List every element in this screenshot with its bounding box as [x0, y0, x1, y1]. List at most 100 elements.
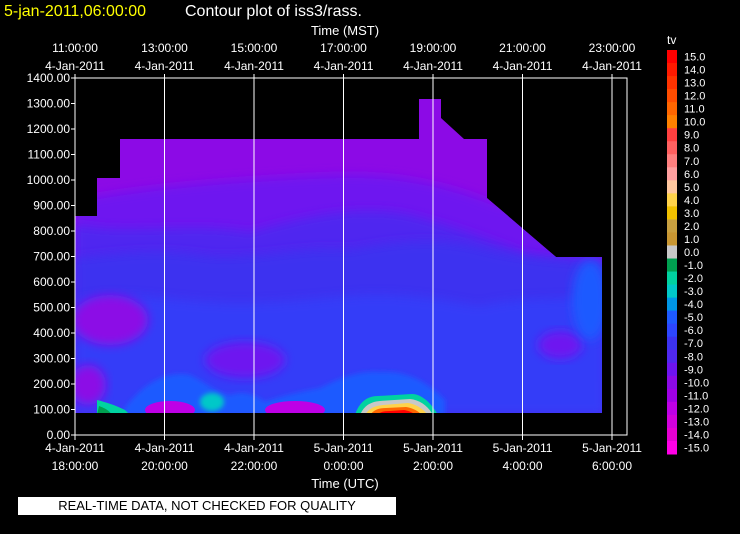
contour-blob-magenta-1	[145, 401, 195, 413]
colorbar-level-label: 15.0	[684, 52, 705, 64]
colorbar-level-label: -10.0	[684, 377, 709, 389]
colorbar-swatch	[667, 258, 677, 273]
bottom-tick-time: 18:00:00	[52, 459, 99, 473]
y-tick-label: 100.00	[33, 403, 70, 417]
colorbar-level-label: -1.0	[684, 260, 703, 272]
colorbar-label: tv	[667, 33, 676, 47]
colorbar-level-label: 2.0	[684, 221, 699, 233]
contour-blob-magenta-2	[265, 401, 325, 413]
bottom-tick-time: 2:00:00	[413, 459, 453, 473]
contour-blob-purple-left2	[75, 365, 106, 405]
timestamp: 5-jan-2011,06:00:00	[4, 3, 146, 20]
colorbar-level-label: -14.0	[684, 429, 709, 441]
colorbar-swatch	[667, 388, 677, 403]
bottom-tick-date: 5-Jan-2011	[493, 441, 553, 455]
top-tick-date: 4-Jan-2011	[403, 59, 463, 73]
top-tick-time: 15:00:00	[231, 41, 278, 55]
colorbar-swatch	[667, 154, 677, 168]
colorbar-level-label: 4.0	[684, 195, 699, 207]
colorbar-swatch	[667, 63, 677, 77]
colorbar-level-label: -9.0	[684, 364, 703, 376]
top-tick-date: 4-Jan-2011	[314, 59, 374, 73]
quality-notice: REAL-TIME DATA, NOT CHECKED FOR QUALITY	[18, 497, 396, 515]
colorbar-swatch	[667, 76, 677, 90]
y-tick-label: 1400.00	[27, 71, 71, 85]
bottom-tick-date: 4-Jan-2011	[45, 441, 105, 455]
colorbar-level-label: 12.0	[684, 91, 705, 103]
y-tick-label: 800.00	[33, 224, 70, 238]
bottom-axis-label: Time (UTC)	[311, 476, 378, 491]
colorbar-swatch	[667, 102, 677, 116]
colorbar: 15.014.013.012.011.010.09.08.07.06.05.04…	[667, 50, 709, 455]
y-tick-label: 200.00	[33, 377, 70, 391]
colorbar-swatch	[667, 219, 677, 233]
contour-hot-red	[376, 410, 416, 413]
contour-blob-left-green	[97, 406, 112, 413]
colorbar-level-label: -8.0	[684, 351, 703, 363]
top-tick-date: 4-Jan-2011	[135, 59, 195, 73]
contour-blob-violet-right	[538, 331, 582, 359]
colorbar-swatch	[667, 167, 677, 181]
grid-lines	[164, 78, 613, 435]
bottom-tick-time: 6:00:00	[592, 459, 632, 473]
bottom-tick-date: 4-Jan-2011	[224, 441, 284, 455]
y-tick-label: 600.00	[33, 275, 70, 289]
y-tick-label: 500.00	[33, 301, 70, 315]
colorbar-level-label: -6.0	[684, 325, 703, 337]
colorbar-swatch	[667, 180, 677, 194]
colorbar-level-label: -3.0	[684, 286, 703, 298]
y-tick-label: 400.00	[33, 326, 70, 340]
y-tick-label: 1200.00	[27, 122, 71, 136]
colorbar-level-label: 0.0	[684, 247, 699, 259]
top-tick-time: 21:00:00	[499, 41, 546, 55]
bottom-tick-time: 22:00:00	[231, 459, 278, 473]
colorbar-level-label: -2.0	[684, 273, 703, 285]
colorbar-level-label: -7.0	[684, 338, 703, 350]
y-tick-label: 1000.00	[27, 173, 71, 187]
colorbar-swatch	[667, 336, 677, 351]
colorbar-swatch	[667, 297, 677, 312]
top-axis: 11:00:00 4-Jan-2011 13:00:00 4-Jan-2011 15:0…	[45, 41, 642, 78]
contour-blob-cyan	[200, 393, 224, 411]
y-tick-label: 900.00	[33, 199, 70, 213]
bottom-tick-time: 0:00:00	[323, 459, 363, 473]
y-tick-label: 1300.00	[27, 97, 71, 111]
contour-blob-purple-left	[75, 295, 148, 345]
colorbar-level-label: 3.0	[684, 208, 699, 220]
top-tick-date: 4-Jan-2011	[493, 59, 553, 73]
bottom-tick-date: 5-Jan-2011	[582, 441, 642, 455]
top-tick-date: 4-Jan-2011	[45, 59, 105, 73]
colorbar-swatch	[667, 206, 677, 220]
colorbar-level-label: -11.0	[684, 390, 708, 402]
colorbar-swatch	[667, 349, 677, 364]
colorbar-swatch	[667, 440, 677, 455]
contour-blob-violet-mid	[205, 342, 285, 378]
colorbar-level-label: 13.0	[684, 78, 705, 90]
colorbar-level-label: 8.0	[684, 143, 699, 155]
contour-field	[75, 99, 602, 413]
y-tick-label: 700.00	[33, 250, 70, 264]
colorbar-swatch	[667, 232, 677, 246]
colorbar-swatch	[667, 375, 677, 390]
y-tick-label: 0.00	[47, 428, 71, 442]
contour-blob-blue-right	[572, 260, 602, 340]
top-axis-label: Time (MST)	[311, 23, 379, 38]
colorbar-swatch	[667, 128, 677, 142]
colorbar-swatch	[667, 115, 677, 129]
colorbar-swatch	[667, 50, 677, 64]
colorbar-swatch	[667, 193, 677, 207]
colorbar-level-label: -4.0	[684, 299, 703, 311]
colorbar-level-label: 7.0	[684, 156, 699, 168]
colorbar-swatch	[667, 323, 677, 338]
colorbar-swatch	[667, 310, 677, 325]
top-tick-time: 19:00:00	[410, 41, 457, 55]
colorbar-level-label: -13.0	[684, 416, 709, 428]
y-axis: 0.00 100.00 200.00 300.00 400.00 500.00 600.00…	[27, 71, 75, 442]
colorbar-level-label: 1.0	[684, 234, 699, 246]
colorbar-swatch	[667, 362, 677, 377]
colorbar-level-label: -15.0	[684, 442, 709, 454]
y-tick-label: 1100.00	[28, 148, 71, 162]
colorbar-swatch	[667, 414, 677, 429]
chart-title: Contour plot of iss3/rass.	[185, 3, 362, 20]
